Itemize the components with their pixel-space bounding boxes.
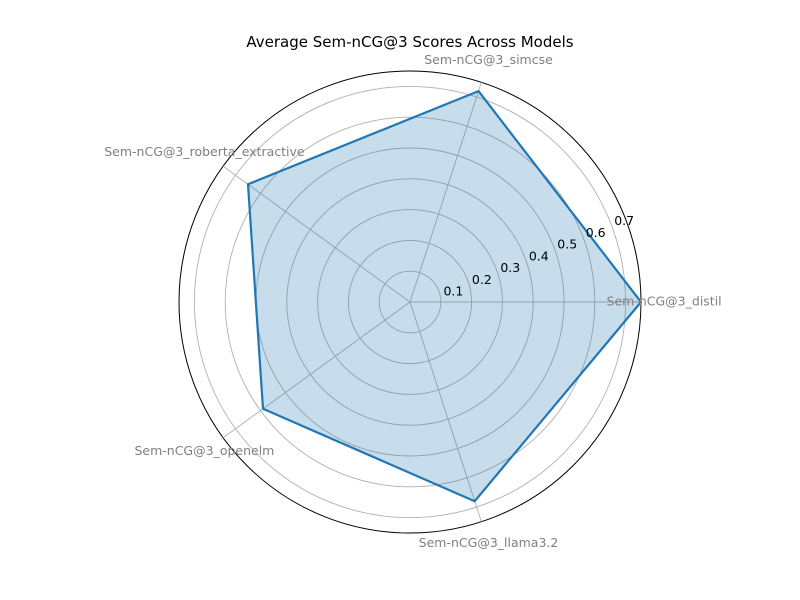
radial-tick-label: 0.2: [472, 272, 492, 287]
radial-tick-label: 0.5: [557, 237, 577, 252]
category-labels: Sem-nCG@3_distil Sem-nCG@3_simcse Sem-nCG@…: [104, 52, 721, 550]
series-area: [248, 91, 641, 502]
category-label: Sem-nCG@3_openelm: [134, 443, 274, 458]
category-label: Sem-nCG@3_roberta_extractive: [104, 144, 305, 159]
radial-tick-label: 0.1: [443, 284, 463, 299]
spoke-line: [222, 165, 411, 303]
category-label: Sem-nCG@3_simcse: [424, 52, 553, 67]
spoke-line: [409, 82, 482, 303]
series-line: [246, 89, 643, 503]
radial-tick-label: 0.4: [529, 248, 549, 263]
radial-ticks: 0.1 0.2 0.3 0.4 0.5 0.6 0.7: [443, 213, 634, 299]
category-label: Sem-nCG@3_distil: [607, 294, 722, 309]
chart-title: Average Sem-nCG@3 Scores Across Models: [246, 33, 574, 51]
series-layer: [246, 89, 643, 503]
radial-tick-label: 0.6: [586, 225, 606, 240]
category-label: Sem-nCG@3_llama3.2: [419, 535, 559, 550]
radial-tick-label: 0.7: [614, 213, 634, 228]
radial-tick-label: 0.3: [500, 260, 520, 275]
spoke-line: [409, 301, 482, 522]
category-spokes: [222, 82, 641, 522]
spoke-line: [222, 301, 411, 439]
